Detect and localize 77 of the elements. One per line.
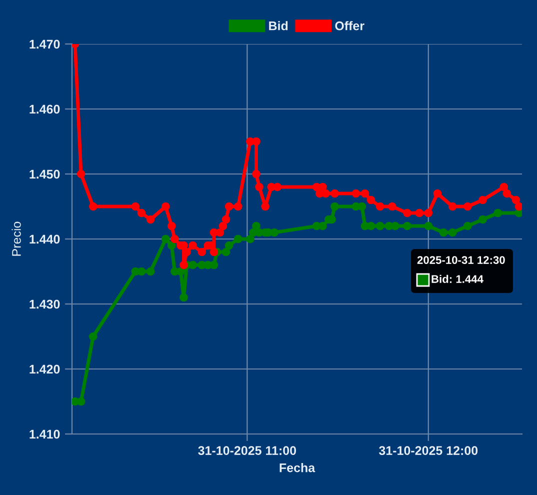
point [146,215,155,224]
point [188,241,197,250]
point [448,202,457,211]
y-axis-title: Precio [12,222,21,256]
point [161,234,170,244]
point [415,208,424,218]
y-tick-label: 1.450 [30,170,60,179]
point [502,189,512,198]
point [376,202,384,211]
point [433,189,442,198]
point [478,215,487,224]
point [76,170,86,178]
x-tick-label: 31-10-2025 11:00 [198,446,296,456]
annotation: Bid: 1.444 [432,274,484,283]
point [448,228,457,237]
point [88,202,98,211]
point [512,196,520,204]
point [180,293,188,302]
point [318,222,327,230]
point [161,202,170,211]
point [224,202,234,211]
point [514,208,522,218]
point [137,208,146,218]
y-tick-label: 1.410 [30,430,60,439]
point [218,222,228,230]
point [403,208,412,218]
point [234,234,242,244]
point [360,189,370,198]
y-tick-label: 1.440 [30,234,60,244]
point [500,182,508,192]
legend-label: Bid [269,21,288,30]
point [478,196,487,204]
point [210,248,218,256]
point [366,196,376,204]
point [330,189,339,198]
x-tick-label: 31-10-2025 12:00 [378,446,478,456]
point [439,228,448,237]
point [88,332,98,341]
point [403,222,412,230]
y-tick-label: 1.430 [30,300,60,309]
point [322,189,330,198]
point [494,208,502,218]
point [330,202,339,211]
point [424,222,433,230]
point [222,248,230,256]
legend-label: Offer [335,21,364,30]
point [131,202,140,211]
point [424,208,433,218]
point [234,202,242,211]
x-axis-title: Fecha [280,463,316,472]
point [273,182,282,192]
point [167,241,176,250]
point [222,215,230,224]
point [246,234,254,244]
point [167,222,176,230]
y-tick-label: 1.460 [30,104,60,114]
point [224,241,234,250]
annotation: 2025-10-31 12:30 [417,256,505,264]
point [176,267,185,276]
point [252,137,260,146]
point [376,222,384,230]
y-tick-label: 1.470 [30,40,60,49]
point [261,202,270,211]
point [255,182,264,192]
point [146,267,155,276]
point [463,202,472,211]
point [270,228,279,237]
point [252,170,260,178]
point [188,260,197,270]
point [352,189,360,198]
point [388,202,396,211]
point [514,202,522,211]
point [198,248,206,256]
point [170,234,179,244]
point [180,260,188,270]
point [463,222,472,230]
y-tick-label: 1.420 [30,364,60,374]
